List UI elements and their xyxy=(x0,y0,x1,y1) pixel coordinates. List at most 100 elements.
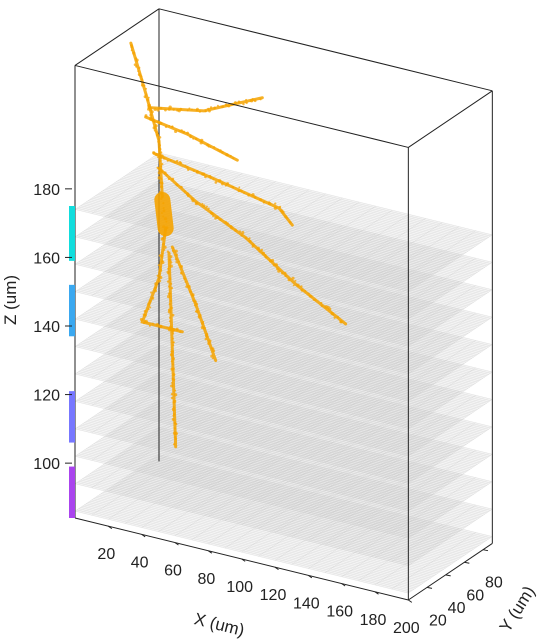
plane-gridline xyxy=(158,392,243,450)
plane-gridline xyxy=(78,371,413,454)
neuron-point xyxy=(159,181,162,184)
plane-gridline xyxy=(158,447,243,505)
y-tick-label: 20 xyxy=(429,612,447,629)
plane-gridline xyxy=(86,311,420,394)
neuron-point xyxy=(204,175,207,179)
neuron-point xyxy=(192,169,195,172)
plane-gridline xyxy=(132,170,467,253)
neuron-point xyxy=(174,389,177,392)
neuron-branch-line xyxy=(147,96,264,113)
plane-gridline xyxy=(141,333,226,391)
neuron-point xyxy=(287,278,291,282)
plane-gridline xyxy=(274,256,360,314)
plane-gridline xyxy=(82,423,416,506)
plane-gridline xyxy=(84,312,418,396)
plane-gridline xyxy=(358,386,443,444)
neuron-point xyxy=(152,322,154,325)
plane-gridline xyxy=(108,352,193,410)
neuron-point xyxy=(171,357,175,361)
plane-gridline xyxy=(88,255,422,338)
plane-gridline xyxy=(174,286,260,344)
plane-gridline xyxy=(80,232,414,316)
neuron-point xyxy=(216,216,219,219)
plane-gridline xyxy=(124,247,210,305)
neuron-point xyxy=(162,157,166,160)
neuron-point xyxy=(307,292,310,295)
neuron-point xyxy=(218,179,222,183)
plane-gridline xyxy=(308,402,393,459)
neuron-point xyxy=(253,99,257,103)
plane-gridline xyxy=(141,196,226,254)
neuron-point xyxy=(147,302,151,306)
plane-gridline xyxy=(142,163,476,247)
plane-gridline xyxy=(341,300,426,358)
plane-gridline xyxy=(408,289,493,347)
plane-gridline xyxy=(101,493,435,576)
plane-gridline xyxy=(157,153,491,237)
neuron-point xyxy=(162,242,165,246)
neuron-point xyxy=(168,124,171,127)
plane-gridline xyxy=(108,462,193,520)
plane-gridline xyxy=(124,164,210,222)
neuron-point xyxy=(205,205,208,208)
plane-gridline xyxy=(191,428,276,486)
plane-gridline xyxy=(97,386,431,469)
plane-gridline xyxy=(258,417,343,475)
plane-gridline xyxy=(324,351,410,409)
plane-gridline xyxy=(89,391,424,474)
neuron-point xyxy=(155,131,158,134)
neuron-point xyxy=(259,98,262,101)
plane-gridline xyxy=(158,152,493,235)
plane-gridline xyxy=(291,205,376,263)
neuron-point xyxy=(248,237,251,240)
neuron-point xyxy=(201,202,204,205)
neuron-point xyxy=(174,249,178,253)
neuron-point xyxy=(157,264,160,267)
plane-gridline xyxy=(74,454,160,512)
plane-gridline xyxy=(341,273,426,331)
neuron-point xyxy=(207,342,211,345)
plane-gridline xyxy=(88,282,422,366)
plane-gridline xyxy=(174,259,260,317)
plane-gridline xyxy=(208,322,293,380)
neuron-point xyxy=(216,104,219,107)
neuron-point xyxy=(207,207,210,210)
neuron-point xyxy=(170,393,174,396)
plane-gridline xyxy=(97,194,431,277)
neuron-point xyxy=(186,109,189,112)
plane-gridline xyxy=(74,289,160,347)
neuron-point xyxy=(173,161,176,164)
plane-gridline xyxy=(341,245,426,303)
neuron-point xyxy=(177,109,181,113)
neuron-point xyxy=(163,245,167,249)
plane-gridline xyxy=(241,440,326,498)
plane-gridline xyxy=(76,454,411,538)
neuron-point xyxy=(144,114,148,118)
plane-gridline xyxy=(88,502,422,585)
plane-gridline xyxy=(291,233,376,291)
neuron-point xyxy=(148,300,152,304)
plane-gridline xyxy=(89,446,424,529)
plane-gridline xyxy=(258,389,343,447)
plane-gridline xyxy=(86,393,420,477)
plane-group-bar-group-3 xyxy=(69,284,75,337)
plane-gridline xyxy=(93,224,428,307)
x-tick-label: 140 xyxy=(293,595,320,612)
neuron-point xyxy=(180,272,183,275)
plane-gridline xyxy=(224,326,310,384)
plane-gridline xyxy=(391,312,476,370)
plane-gridline xyxy=(174,396,260,454)
neuron-point xyxy=(237,189,241,193)
neuron-point xyxy=(160,177,163,180)
plane-gridline xyxy=(408,454,493,512)
plane-gridline xyxy=(324,488,410,546)
neuron-point xyxy=(171,382,173,384)
plane-gridline xyxy=(141,443,226,501)
neuron-point xyxy=(171,363,174,366)
plane-gridline xyxy=(129,172,463,256)
neuron-point xyxy=(167,272,170,275)
plane-gridline xyxy=(191,373,276,431)
plane-gridline xyxy=(97,249,431,332)
neuron-apical-branch-2 xyxy=(144,114,239,162)
plane-gridline xyxy=(99,220,433,303)
